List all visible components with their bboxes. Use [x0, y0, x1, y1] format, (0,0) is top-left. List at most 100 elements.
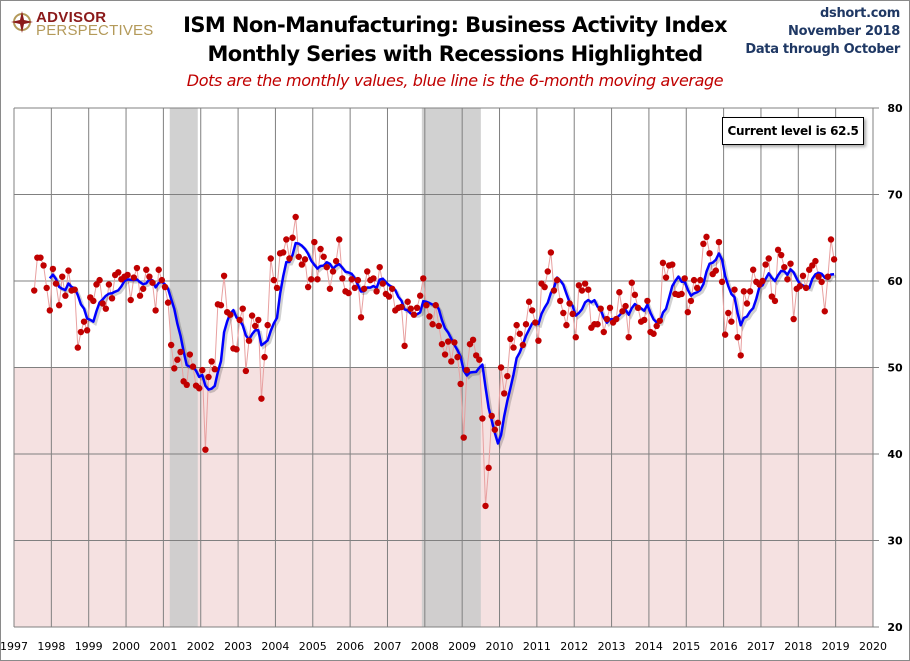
data-point: [507, 335, 514, 343]
data-point: [152, 307, 159, 314]
data-point: [619, 308, 626, 315]
data-point: [784, 276, 791, 283]
data-point: [388, 285, 396, 292]
data-point: [678, 290, 685, 298]
data-point: [339, 275, 346, 282]
data-point: [519, 341, 527, 349]
x-tick-label: 2018: [784, 640, 812, 653]
data-point: [65, 267, 72, 274]
data-point: [762, 261, 769, 268]
data-point: [239, 305, 246, 312]
data-point: [572, 334, 579, 341]
x-tick-label: 2008: [411, 640, 439, 653]
data-point: [348, 276, 355, 283]
data-point: [46, 307, 53, 314]
data-point: [812, 257, 819, 265]
data-point: [759, 277, 766, 285]
x-tick-label: 2007: [373, 640, 401, 653]
data-point: [525, 298, 533, 305]
data-point: [653, 322, 660, 330]
data-point: [681, 275, 688, 282]
data-point: [99, 300, 106, 307]
data-point: [560, 309, 567, 317]
data-point: [451, 339, 458, 346]
x-tick-label: 2003: [224, 640, 252, 653]
x-tick-label: 2001: [149, 640, 177, 653]
logo-text-bottom: PERSPECTIVES: [36, 22, 154, 39]
data-point: [575, 282, 583, 289]
data-point: [721, 331, 729, 338]
data-point: [746, 288, 754, 295]
data-point: [407, 305, 415, 312]
data-point: [715, 238, 723, 246]
x-tick-label: 2011: [523, 640, 551, 653]
data-point: [49, 265, 57, 273]
data-point: [264, 321, 271, 329]
data-point: [320, 253, 327, 260]
data-point: [454, 353, 461, 361]
data-point: [83, 327, 91, 334]
data-point: [416, 292, 424, 299]
data-point: [96, 276, 103, 284]
data-point: [295, 253, 302, 260]
y-tick-label: 70: [887, 189, 903, 202]
data-point: [712, 267, 720, 274]
data-point: [731, 286, 738, 293]
data-point: [659, 259, 667, 267]
data-point: [62, 292, 69, 299]
data-point: [270, 276, 278, 284]
data-point: [500, 390, 508, 397]
data-point: [448, 358, 455, 365]
data-point: [494, 419, 502, 427]
data-point: [597, 305, 604, 312]
data-point: [460, 434, 467, 441]
monthly-dots: [31, 213, 838, 510]
moving-average-layer: [48, 241, 837, 451]
x-tick-label: 2006: [336, 640, 364, 653]
data-point: [161, 283, 169, 291]
data-point: [258, 395, 265, 402]
data-point: [167, 341, 175, 349]
data-point: [354, 276, 362, 284]
data-point: [373, 288, 380, 295]
data-point: [31, 287, 38, 294]
data-point: [497, 364, 505, 371]
data-point: [245, 337, 253, 344]
data-point: [476, 356, 483, 363]
data-point: [718, 278, 726, 286]
data-point: [420, 275, 427, 282]
data-point: [80, 318, 88, 325]
data-point: [774, 246, 782, 254]
data-point: [149, 279, 156, 286]
data-point: [802, 284, 810, 292]
data-point: [669, 261, 676, 268]
data-point: [183, 381, 190, 388]
date-label: November 2018: [788, 24, 900, 39]
data-through-label: Data through October: [745, 42, 900, 57]
data-point: [787, 260, 794, 267]
data-point: [136, 292, 144, 299]
data-point: [566, 300, 573, 307]
data-point: [124, 271, 131, 279]
data-point: [304, 283, 312, 291]
data-point: [569, 310, 576, 318]
data-point: [441, 351, 449, 358]
data-point: [102, 305, 110, 312]
data-point: [563, 321, 570, 329]
data-point: [728, 318, 735, 325]
data-point: [815, 273, 822, 280]
data-point: [364, 268, 371, 275]
data-point: [195, 385, 203, 392]
data-point: [404, 298, 411, 305]
data-point: [547, 249, 555, 256]
data-point: [687, 297, 695, 305]
data-point: [71, 286, 78, 293]
data-point: [289, 234, 296, 241]
data-point: [345, 289, 352, 297]
data-point: [351, 284, 358, 292]
data-point: [217, 302, 225, 309]
logo-text-top: ADVISOR: [36, 9, 107, 26]
data-point: [283, 236, 290, 243]
data-point: [622, 302, 629, 310]
data-point: [336, 236, 343, 243]
